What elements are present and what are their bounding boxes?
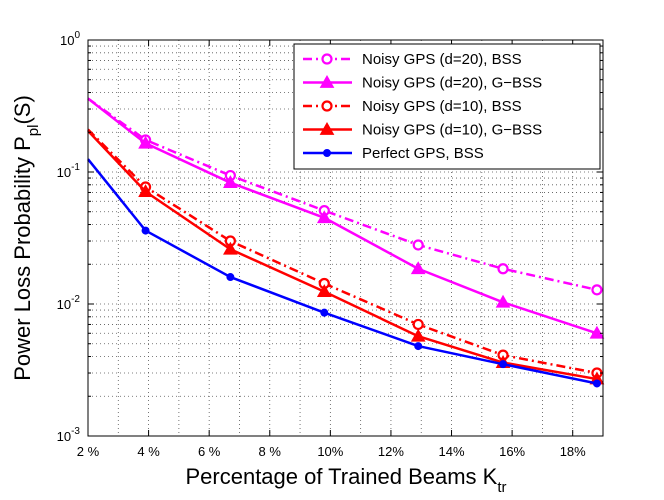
legend: Noisy GPS (d=20), BSS Noisy GPS (d=20), G… <box>293 43 601 170</box>
y-tick-exponent: -2 <box>71 294 80 305</box>
legend-marker <box>319 121 335 135</box>
data-point <box>320 308 329 317</box>
data-point <box>410 328 426 342</box>
legend-label: Perfect GPS, BSS <box>362 145 484 162</box>
data-point <box>592 379 601 388</box>
y-tick-label: 10-1 <box>57 162 81 180</box>
legend-marker <box>323 149 331 157</box>
data-point <box>499 360 508 369</box>
y-tick-base: 10 <box>60 33 74 48</box>
data-point <box>316 284 332 298</box>
ticks <box>87 39 603 437</box>
data-point <box>316 210 332 224</box>
y-tick-base: 10 <box>57 297 71 312</box>
data-point <box>410 261 426 275</box>
data-point <box>412 318 424 331</box>
x-tick-label: 12% <box>378 444 404 459</box>
legend-marker <box>319 74 335 88</box>
x-tick-label: 16% <box>499 444 525 459</box>
x-tick-label: 10% <box>317 444 343 459</box>
series-5 <box>87 158 601 388</box>
data-point <box>138 184 153 198</box>
y-axis-title: Power Loss Probability Ppl(S) <box>10 95 42 381</box>
data-point <box>591 284 603 296</box>
y-tick-label: 100 <box>60 30 80 48</box>
data-point <box>414 342 423 351</box>
y-tick-label: 10-3 <box>57 426 81 444</box>
series-2 <box>87 97 605 339</box>
data-point <box>141 226 150 235</box>
series-layer <box>87 97 605 388</box>
x-tick-label: 6 % <box>198 444 221 459</box>
x-tick-label: 14% <box>439 444 465 459</box>
legend-label: Noisy GPS (d=20), BSS <box>362 51 522 68</box>
y-tick-label: 10-2 <box>57 294 81 312</box>
legend-marker <box>321 53 333 65</box>
legend-marker <box>321 100 333 112</box>
legend-item-2: Noisy GPS (d=20), G−BSS <box>303 75 542 92</box>
legend-label: Noisy GPS (d=10), BSS <box>362 98 522 115</box>
legend-item-3: Noisy GPS (d=10), BSS <box>303 98 522 115</box>
data-point <box>138 135 153 149</box>
legend-item-4: Noisy GPS (d=10), G−BSS <box>303 122 542 139</box>
legend-label: Noisy GPS (d=10), G−BSS <box>362 122 542 139</box>
data-point <box>412 239 424 251</box>
data-point <box>226 273 235 282</box>
data-point <box>223 241 238 255</box>
x-axis-title: Percentage of Trained Beams Ktr <box>185 464 506 496</box>
y-tick-base: 10 <box>57 165 71 180</box>
x-tick-label: 18% <box>560 444 586 459</box>
y-tick-exponent: -3 <box>71 426 80 437</box>
x-tick-label: 8 % <box>259 444 282 459</box>
x-tick-labels: 2 % 4 % 6 % 8 % 10% 12% 14% 16% 18% <box>77 444 586 459</box>
plot-frame <box>87 39 604 437</box>
legend-label: Noisy GPS (d=20), G−BSS <box>362 75 542 92</box>
y-tick-exponent: 0 <box>74 30 80 41</box>
y-tick-exponent: -1 <box>71 162 80 173</box>
y-tick-base: 10 <box>57 429 71 444</box>
data-point <box>497 263 509 275</box>
x-tick-label: 2 % <box>77 444 100 459</box>
data-point <box>495 294 511 308</box>
x-tick-label: 4 % <box>137 444 160 459</box>
legend-item-1: Noisy GPS (d=20), BSS <box>303 51 522 68</box>
data-point <box>223 175 238 189</box>
data-point <box>589 325 605 339</box>
legend-item-5: Perfect GPS, BSS <box>303 145 484 162</box>
